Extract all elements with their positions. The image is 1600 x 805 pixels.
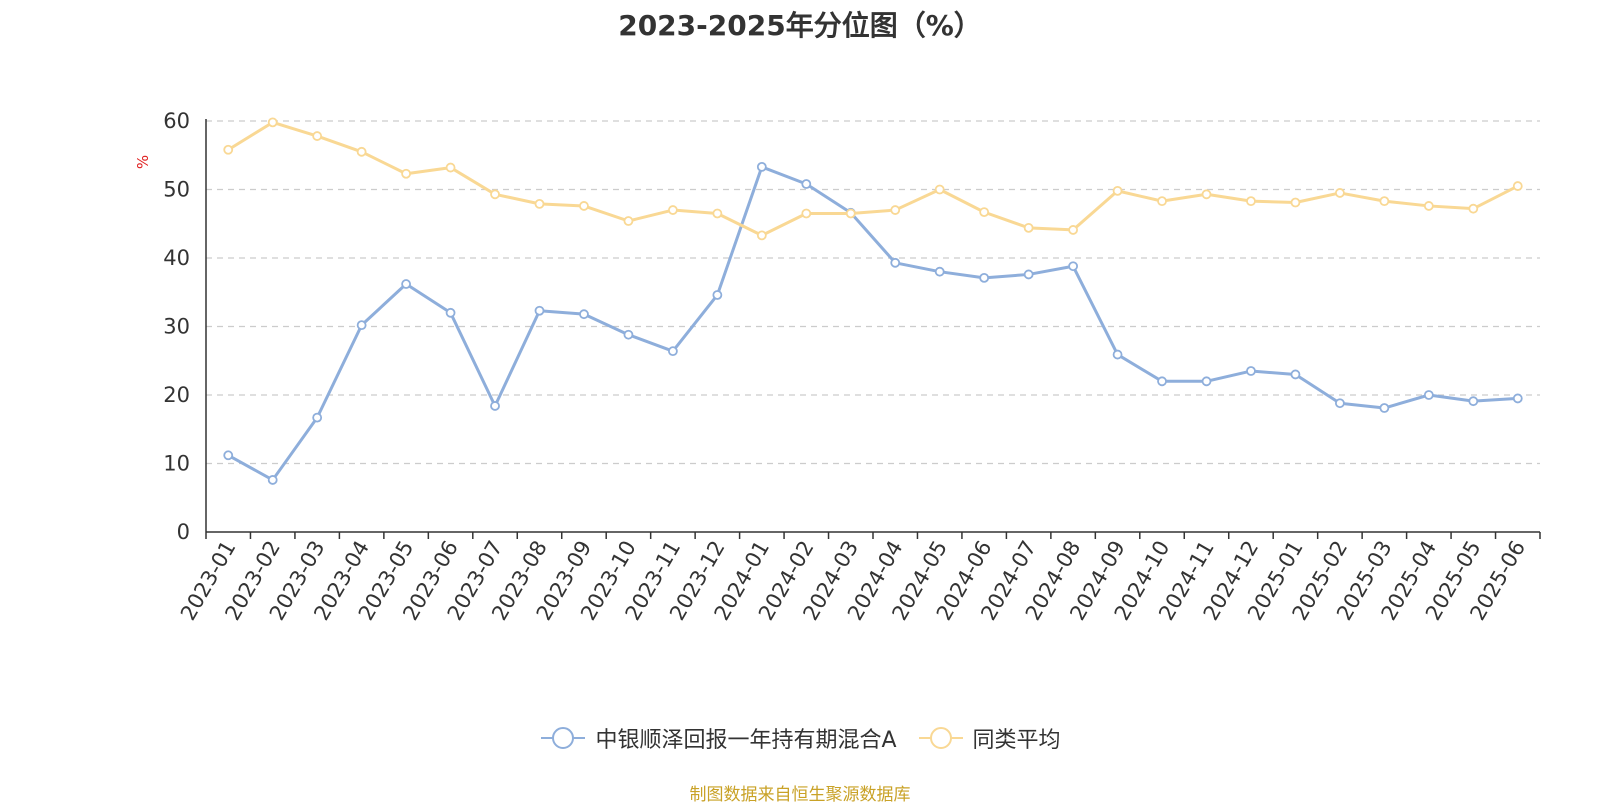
data-point-series-2 bbox=[1068, 225, 1078, 235]
data-point-series-2 bbox=[756, 230, 767, 241]
data-point-series-1 bbox=[801, 179, 812, 189]
series-line-1 bbox=[227, 165, 1518, 482]
data-point-series-1 bbox=[756, 161, 767, 172]
y-tick-label: 50 bbox=[163, 178, 190, 202]
data-point-series-2 bbox=[668, 205, 678, 215]
legend-label-series-1: 中银顺泽回报一年持有期混合A bbox=[595, 728, 897, 753]
data-point-series-2 bbox=[1379, 196, 1390, 207]
data-point-series-1 bbox=[445, 307, 456, 318]
data-point-series-2 bbox=[490, 189, 500, 200]
data-point-series-2 bbox=[445, 162, 456, 173]
y-axis-label: % bbox=[134, 155, 152, 169]
data-point-series-2 bbox=[534, 198, 545, 209]
data-point-series-2 bbox=[1157, 196, 1167, 207]
data-point-series-1 bbox=[1201, 376, 1212, 387]
data-point-series-2 bbox=[312, 131, 323, 141]
data-point-series-1 bbox=[267, 475, 278, 485]
legend-item-series-2[interactable]: 同类平均 bbox=[917, 722, 1061, 754]
data-point-series-2 bbox=[801, 208, 812, 219]
y-tick-label: 20 bbox=[163, 383, 190, 407]
data-point-series-2 bbox=[267, 117, 278, 128]
source-note: 制图数据来自恒生聚源数据库 bbox=[689, 785, 911, 805]
legend-marker-series-1 bbox=[541, 727, 586, 749]
y-tick-label: 60 bbox=[163, 109, 190, 133]
data-point-series-1 bbox=[1068, 261, 1078, 272]
data-point-series-1 bbox=[1290, 369, 1301, 380]
data-point-series-1 bbox=[1246, 366, 1256, 376]
legend-item-series-1[interactable]: 中银顺泽回报一年持有期混合A bbox=[539, 722, 897, 754]
data-point-series-1 bbox=[1112, 349, 1123, 360]
data-point-series-1 bbox=[979, 272, 990, 283]
data-point-series-2 bbox=[1423, 201, 1434, 211]
data-point-series-2 bbox=[890, 205, 901, 215]
data-point-series-2 bbox=[1023, 222, 1034, 233]
data-point-series-2 bbox=[623, 216, 634, 226]
data-point-series-2 bbox=[579, 201, 589, 211]
legend-label-series-2: 同类平均 bbox=[972, 728, 1061, 753]
data-point-series-1 bbox=[623, 329, 634, 340]
data-point-series-2 bbox=[1246, 196, 1256, 207]
data-point-series-1 bbox=[490, 401, 500, 411]
y-tick-label: 10 bbox=[163, 452, 190, 476]
data-point-series-1 bbox=[534, 305, 545, 316]
data-point-series-1 bbox=[1335, 398, 1345, 409]
data-point-series-1 bbox=[356, 320, 367, 331]
data-point-series-1 bbox=[223, 450, 234, 461]
y-tick-label: 0 bbox=[177, 520, 190, 544]
line-chart: 0102030405060%2023-012023-022023-032023-… bbox=[134, 109, 1541, 624]
data-point-series-2 bbox=[979, 207, 990, 218]
data-point-series-1 bbox=[579, 309, 589, 320]
legend: 中银顺泽回报一年持有期混合A 同类平均 bbox=[0, 722, 1600, 754]
data-point-series-1 bbox=[401, 279, 412, 289]
y-tick-label: 40 bbox=[163, 246, 190, 270]
data-point-series-1 bbox=[712, 290, 723, 300]
data-point-series-2 bbox=[223, 144, 234, 155]
data-point-series-2 bbox=[1335, 188, 1345, 198]
data-point-series-2 bbox=[356, 146, 367, 157]
data-point-series-1 bbox=[1157, 376, 1167, 387]
data-point-series-1 bbox=[312, 412, 323, 423]
series-line-2 bbox=[227, 120, 1519, 237]
data-point-series-2 bbox=[845, 208, 856, 219]
legend-marker-series-2 bbox=[918, 727, 963, 749]
data-point-series-2 bbox=[1290, 197, 1301, 208]
data-point-series-1 bbox=[1423, 390, 1434, 400]
data-point-series-2 bbox=[1201, 189, 1212, 200]
chart-title: 2023-2025年分位图（%） bbox=[618, 9, 982, 42]
data-point-series-2 bbox=[712, 208, 723, 219]
data-point-series-1 bbox=[934, 266, 945, 277]
data-point-series-1 bbox=[1512, 393, 1523, 404]
data-point-series-1 bbox=[1468, 396, 1479, 407]
data-point-series-2 bbox=[934, 184, 945, 195]
data-point-series-2 bbox=[401, 168, 412, 179]
data-point-series-1 bbox=[1379, 403, 1390, 413]
data-point-series-2 bbox=[1112, 185, 1123, 196]
data-point-series-1 bbox=[890, 257, 901, 268]
data-point-series-1 bbox=[668, 346, 678, 357]
data-point-series-2 bbox=[1468, 203, 1479, 214]
y-tick-label: 30 bbox=[163, 315, 190, 339]
data-point-series-2 bbox=[1512, 181, 1523, 191]
data-point-series-1 bbox=[1023, 269, 1034, 280]
